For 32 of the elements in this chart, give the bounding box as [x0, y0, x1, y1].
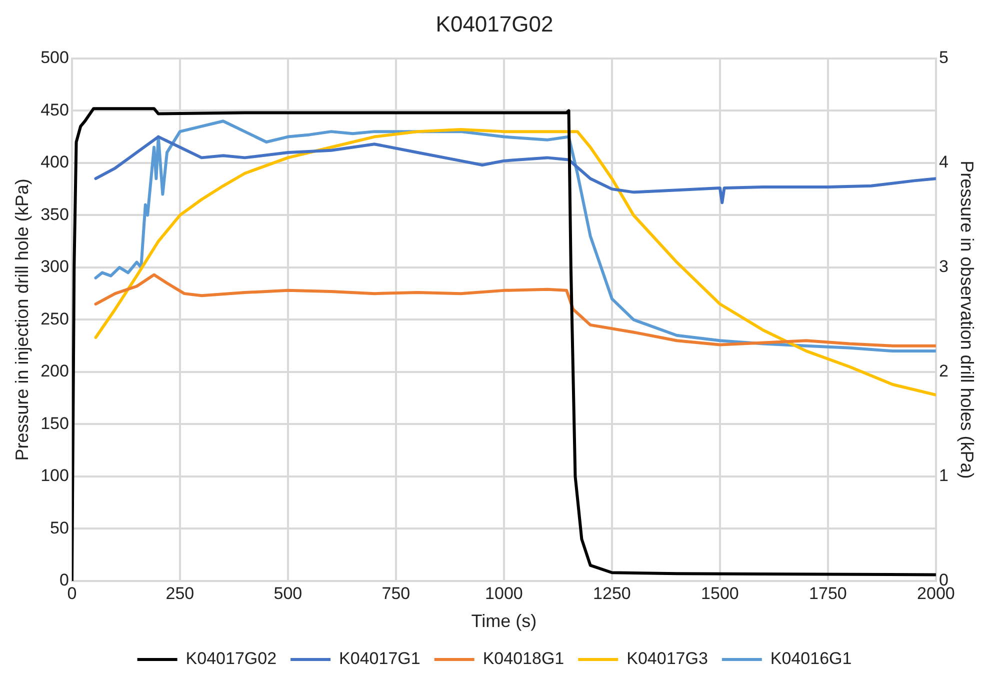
y2-axis-title: Pressure in observation drill holes (kPa) — [957, 160, 978, 479]
y-tick-label: 250 — [40, 309, 69, 328]
legend-label: K04016G1 — [770, 649, 852, 668]
y2-tick-label: 2 — [938, 362, 948, 381]
x-axis-title: Time (s) — [471, 611, 537, 632]
x-tick-label: 750 — [382, 584, 410, 603]
legend-label: K04017G02 — [186, 649, 277, 668]
legend-label: K04017G1 — [339, 649, 420, 668]
y2-tick-label: 1 — [938, 466, 948, 486]
y2-tick-label: 5 — [938, 48, 948, 68]
y2-tick-label: 3 — [938, 257, 948, 276]
y-tick-label: 100 — [40, 466, 69, 486]
y-tick-label: 450 — [40, 100, 69, 120]
legend-label: K04018G1 — [482, 649, 564, 668]
y-tick-label: 400 — [40, 152, 69, 172]
x-tick-label: 1250 — [593, 584, 631, 603]
y-tick-label: 0 — [59, 570, 69, 590]
chart-title: K04017G02 — [436, 11, 554, 36]
y-tick-label: 150 — [40, 414, 69, 433]
y2-tick-label: 4 — [938, 152, 948, 172]
x-tick-label: 1000 — [485, 584, 523, 603]
y-axis-title: Pressure in injection drill hole (kPa) — [12, 178, 32, 461]
legend-label: K04017G3 — [626, 649, 708, 668]
x-tick-label: 1750 — [809, 584, 847, 603]
x-tick-label: 500 — [274, 584, 302, 603]
y-tick-label: 300 — [40, 257, 69, 276]
y-tick-label: 500 — [40, 48, 69, 68]
x-tick-label: 1500 — [701, 584, 739, 603]
y-tick-label: 50 — [50, 518, 69, 538]
y-tick-label: 200 — [40, 362, 69, 381]
x-tick-label: 250 — [166, 584, 194, 603]
y-tick-label: 350 — [40, 204, 69, 224]
